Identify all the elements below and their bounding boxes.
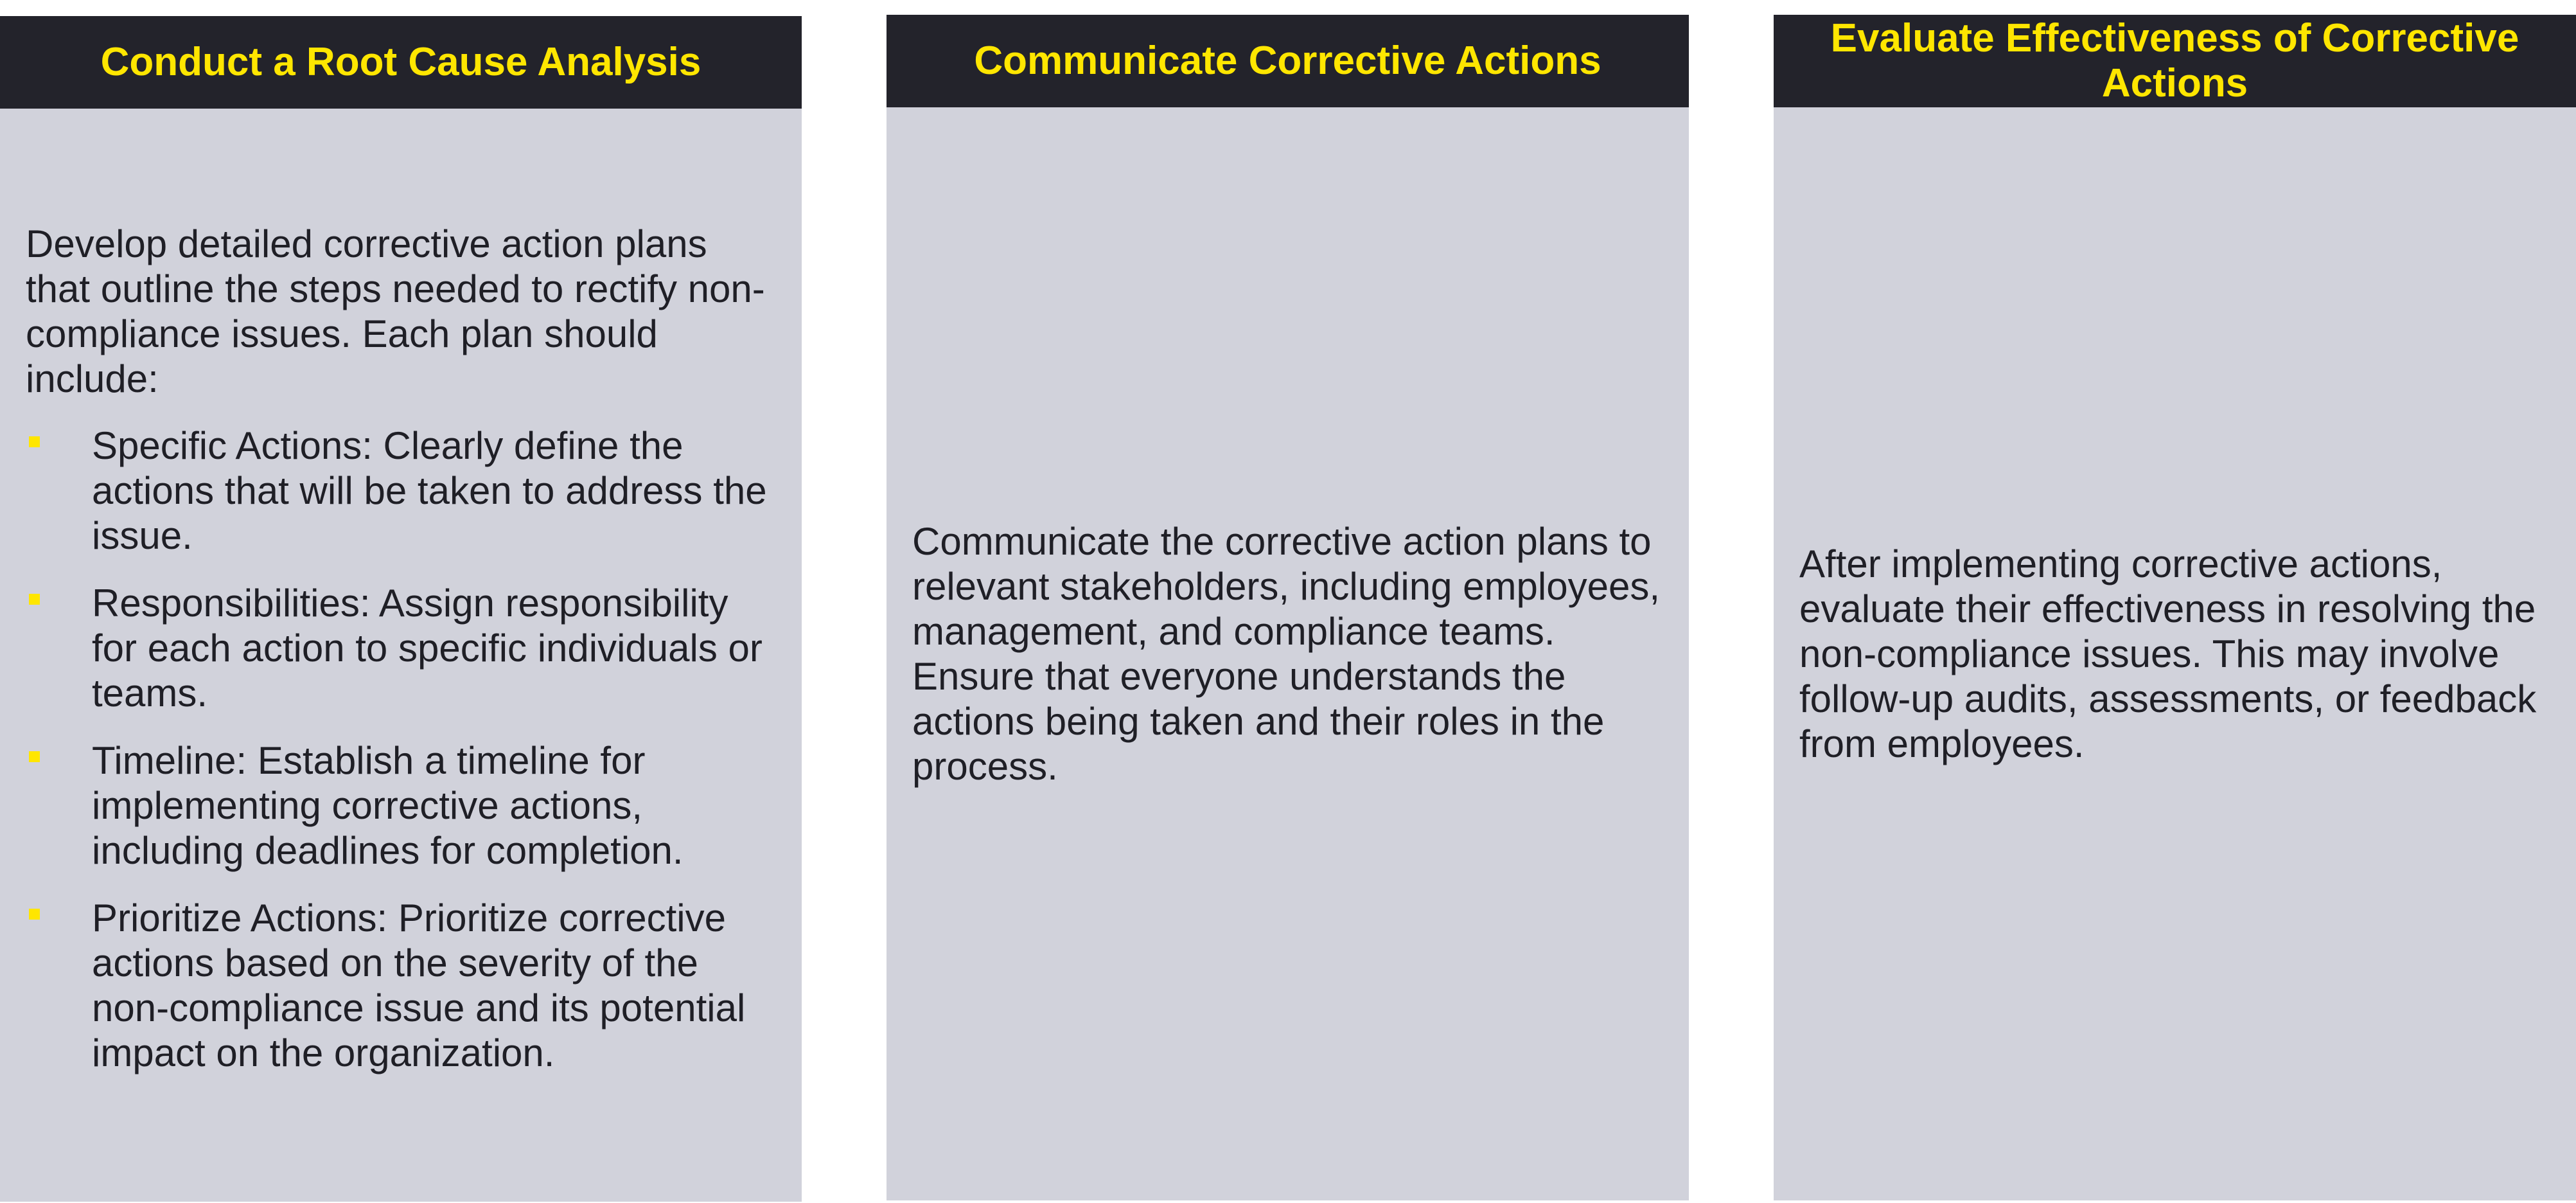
list-item-text: Prioritize Actions: Prioritize correctiv…	[92, 896, 746, 1074]
panel-body: After implementing corrective actions, e…	[1774, 107, 2576, 1200]
list-item-text: Responsibilities: Assign responsibility …	[92, 582, 763, 715]
panel-body: Communicate the corrective action plans …	[887, 107, 1689, 1200]
list-item: Specific Actions: Clearly define the act…	[26, 423, 776, 558]
square-bullet-icon	[29, 751, 40, 762]
square-bullet-icon	[29, 436, 40, 447]
panel-intro-text: Develop detailed corrective action plans…	[26, 222, 765, 400]
list-item: Timeline: Establish a timeline for imple…	[26, 738, 776, 873]
panel-title: Conduct a Root Cause Analysis	[0, 16, 802, 109]
panel-title: Communicate Corrective Actions	[887, 15, 1689, 107]
panel-body: Develop detailed corrective action plans…	[0, 109, 802, 1202]
list-item-text: Specific Actions: Clearly define the act…	[92, 424, 767, 557]
panel-communicate-actions: Communicate Corrective Actions Communica…	[887, 15, 1689, 1200]
list-item-text: Timeline: Establish a timeline for imple…	[92, 739, 684, 872]
panel-evaluate-effectiveness: Evaluate Effectiveness of Corrective Act…	[1774, 15, 2576, 1200]
bullet-list: Specific Actions: Clearly define the act…	[26, 423, 776, 1076]
list-item: Prioritize Actions: Prioritize correctiv…	[26, 896, 776, 1076]
list-item: Responsibilities: Assign responsibility …	[26, 581, 776, 716]
panel-body-text: Communicate the corrective action plans …	[912, 519, 1660, 788]
square-bullet-icon	[29, 594, 40, 605]
panel-root-cause-analysis: Conduct a Root Cause Analysis Develop de…	[0, 16, 802, 1202]
square-bullet-icon	[29, 909, 40, 920]
panel-title: Evaluate Effectiveness of Corrective Act…	[1774, 15, 2576, 107]
panel-body-text: After implementing corrective actions, e…	[1799, 542, 2537, 765]
